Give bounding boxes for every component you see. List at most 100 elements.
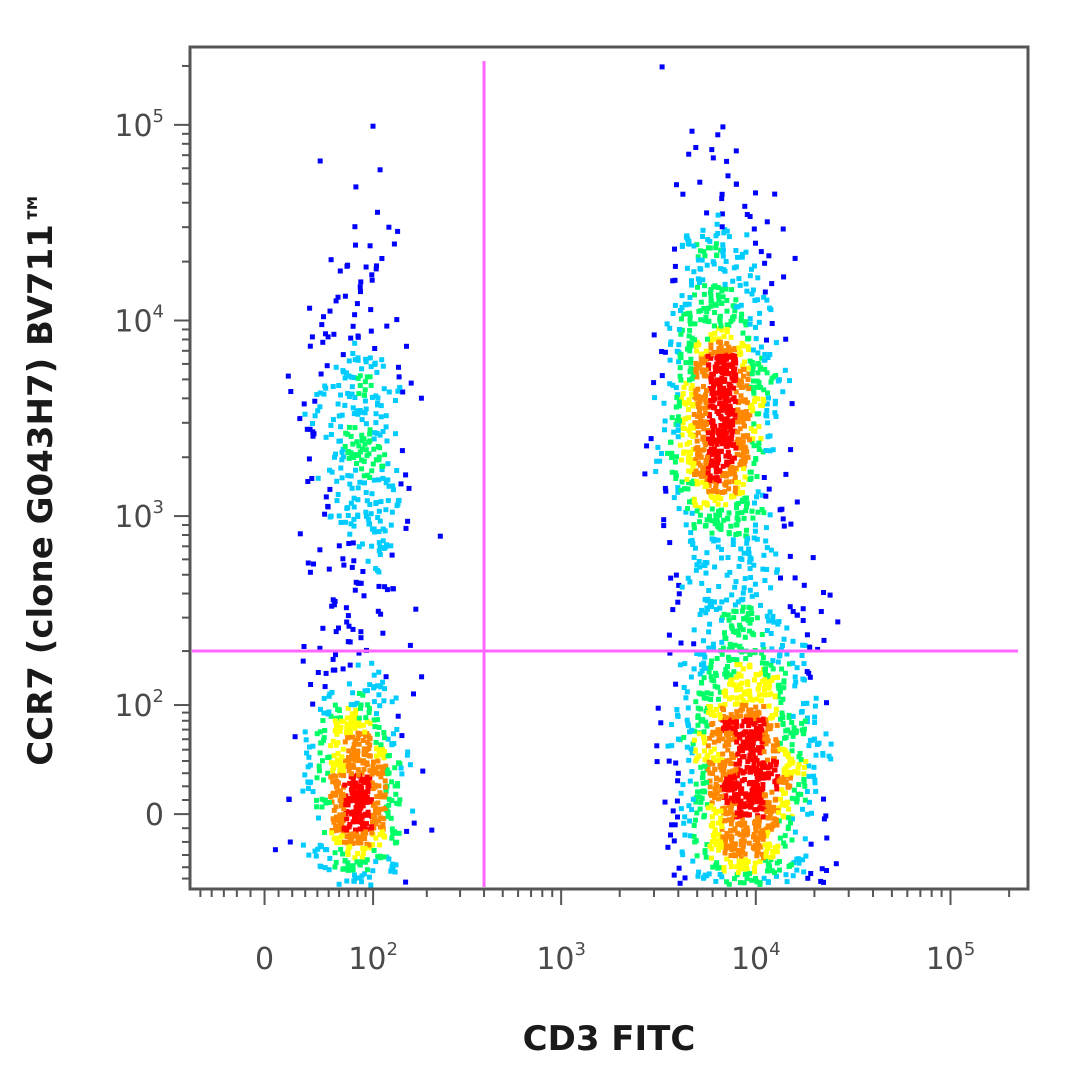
- event-dot: [770, 613, 776, 619]
- event-dot: [733, 724, 739, 729]
- event-dot: [709, 732, 715, 738]
- event-dot: [342, 782, 348, 788]
- event-dot: [679, 327, 685, 333]
- event-dot: [687, 778, 693, 784]
- event-dot: [686, 468, 692, 474]
- event-dot: [404, 828, 410, 834]
- event-dot: [375, 395, 381, 401]
- event-dot: [702, 283, 708, 289]
- event-dot: [764, 401, 770, 407]
- event-dot: [662, 427, 667, 433]
- event-dot: [828, 741, 834, 747]
- event-dot: [719, 599, 725, 605]
- event-dot: [789, 813, 795, 819]
- event-dot: [763, 448, 769, 453]
- event-dot: [669, 450, 675, 456]
- event-dot: [385, 498, 391, 504]
- event-dot: [759, 650, 765, 656]
- event-dot: [367, 720, 373, 726]
- event-dot: [697, 399, 703, 405]
- event-dot: [696, 342, 702, 348]
- event-dot: [345, 867, 351, 873]
- event-dot: [764, 613, 770, 619]
- event-dot: [669, 822, 675, 828]
- event-dot: [642, 471, 648, 477]
- event-dot: [778, 700, 784, 705]
- event-dot: [348, 774, 354, 780]
- event-dot: [714, 656, 720, 661]
- event-dot: [687, 833, 693, 839]
- event-dot: [706, 629, 712, 635]
- event-dot: [687, 327, 693, 333]
- event-dot: [708, 749, 714, 755]
- event-dot: [760, 786, 766, 791]
- event-dot: [694, 478, 699, 484]
- event-dot: [352, 827, 358, 833]
- event-dot: [759, 355, 765, 361]
- event-dot: [379, 464, 385, 469]
- event-dot: [721, 783, 727, 789]
- event-dot: [792, 683, 798, 689]
- event-dot: [328, 513, 334, 519]
- event-dot: [707, 784, 713, 790]
- event-dot: [701, 734, 706, 740]
- event-dot: [407, 642, 413, 648]
- event-dot: [353, 452, 359, 458]
- event-dot: [389, 779, 395, 785]
- event-dot: [744, 449, 750, 455]
- event-dot: [707, 238, 713, 244]
- event-dot: [682, 661, 688, 667]
- event-dot: [343, 519, 348, 525]
- event-dot: [357, 449, 363, 455]
- event-dot: [757, 366, 763, 372]
- event-dot: [679, 425, 685, 431]
- event-dot: [320, 718, 326, 723]
- event-dot: [344, 834, 350, 839]
- event-dot: [355, 819, 361, 825]
- event-dot: [348, 473, 354, 479]
- event-dot: [724, 362, 730, 368]
- event-dot: [328, 432, 334, 437]
- event-dot: [819, 866, 825, 872]
- event-dot: [394, 800, 400, 806]
- event-dot: [720, 253, 726, 259]
- event-dot: [704, 309, 710, 315]
- event-dot: [750, 711, 756, 717]
- event-dot: [688, 674, 694, 680]
- event-dot: [722, 630, 727, 636]
- event-dot: [732, 412, 738, 418]
- event-dot: [380, 538, 386, 544]
- event-dot: [389, 798, 395, 804]
- event-dot: [297, 531, 303, 537]
- event-dot: [388, 543, 394, 549]
- event-dot: [692, 292, 697, 298]
- event-dot: [694, 348, 700, 354]
- event-dot: [355, 838, 361, 844]
- event-dot: [743, 866, 749, 872]
- event-dot: [739, 822, 745, 828]
- event-dot: [328, 713, 334, 719]
- event-dot: [349, 771, 355, 777]
- event-dot: [695, 713, 701, 719]
- event-dot: [740, 481, 746, 487]
- event-dot: [789, 837, 795, 843]
- event-dot: [332, 667, 338, 673]
- event-dot: [272, 847, 278, 853]
- event-dot: [724, 298, 730, 303]
- event-dot: [705, 753, 711, 758]
- event-dot: [377, 552, 383, 557]
- event-dot: [780, 389, 786, 395]
- event-dot: [727, 805, 733, 811]
- event-dot: [738, 302, 744, 308]
- event-dot: [741, 828, 747, 834]
- event-dot: [346, 795, 352, 801]
- event-dot: [758, 249, 764, 255]
- event-dot: [334, 783, 339, 789]
- event-dot: [788, 521, 794, 527]
- event-dot: [369, 771, 375, 777]
- event-dot: [366, 710, 372, 715]
- event-dot: [776, 810, 782, 816]
- event-dot: [684, 441, 690, 447]
- event-dot: [355, 662, 361, 668]
- event-dot: [721, 230, 727, 236]
